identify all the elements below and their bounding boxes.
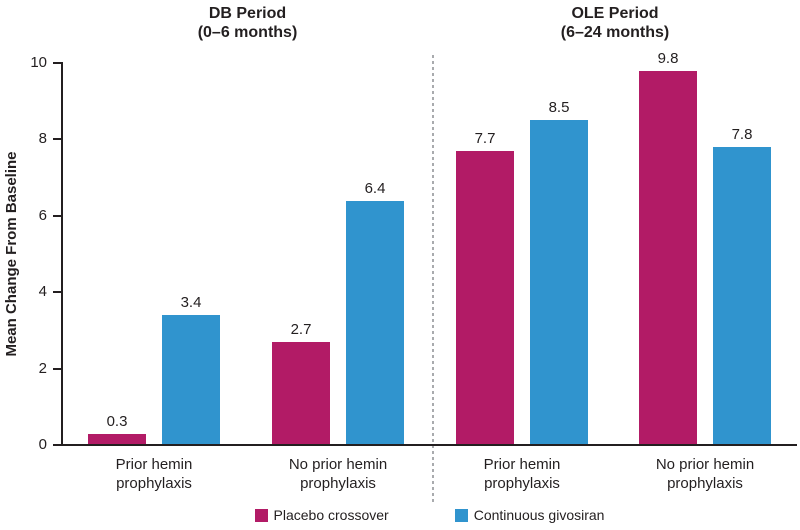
bar-continuous-givosiran-group-3 (713, 147, 771, 445)
bar-placebo-crossover-group-0 (88, 433, 146, 445)
x-category-label-group-1: No prior hemin prophylaxis (248, 455, 428, 493)
bar-continuous-givosiran-group-0 (162, 315, 220, 445)
legend-item-placebo-crossover: Placebo crossover (254, 507, 389, 523)
y-tick-label: 6 (38, 206, 47, 224)
y-tick-label: 10 (30, 54, 47, 71)
legend-label-continuous-givosiran: Continuous givosiran (473, 507, 605, 523)
x-category-label-line: prophylaxis (300, 475, 376, 492)
x-category-label-line: No prior hemin (288, 456, 388, 473)
y-tick-label: 2 (38, 359, 47, 377)
bar-placebo-crossover-group-2 (456, 150, 514, 445)
left-panel-title-line1: DB Period (208, 5, 287, 22)
y-tick (53, 138, 62, 141)
x-category-label-group-2: Prior hemin prophylaxis (432, 455, 612, 493)
y-tick (53, 214, 62, 217)
right-panel-title: OLE Period (6–24 months) (433, 4, 797, 42)
bar-value-label: 7.8 (731, 126, 753, 144)
right-panel-title-line2: (6–24 months) (560, 24, 670, 41)
y-tick (53, 62, 62, 64)
y-tick (53, 444, 62, 446)
bar-value-label: 2.7 (290, 320, 312, 338)
bar-continuous-givosiran-group-2 (530, 120, 588, 445)
right-panel-title-line1: OLE Period (571, 5, 659, 22)
bar-placebo-crossover-group-3 (639, 70, 697, 445)
x-category-label-group-0: Prior hemin prophylaxis (64, 455, 244, 493)
y-tick-label: 4 (38, 283, 47, 301)
bar-placebo-crossover-group-1 (272, 341, 330, 445)
left-panel-title-line2: (0–6 months) (197, 24, 298, 41)
legend-swatch-continuous-givosiran (454, 508, 468, 522)
bar-value-label: 8.5 (548, 99, 570, 117)
y-tick (53, 367, 62, 370)
legend-label-placebo-crossover: Placebo crossover (273, 507, 389, 523)
bar-value-label: 0.3 (106, 412, 128, 430)
legend-item-continuous-givosiran: Continuous givosiran (454, 507, 605, 523)
y-axis-line (61, 62, 63, 446)
y-axis-title: Mean Change From Baseline (3, 63, 23, 445)
bar-continuous-givosiran-group-1 (346, 200, 404, 445)
y-tick (53, 291, 62, 294)
legend: Placebo crossover Continuous givosiran (62, 507, 797, 523)
x-category-label-line: prophylaxis (484, 475, 560, 492)
legend-swatch-placebo-crossover (254, 508, 268, 522)
panel-divider-dashed-line (432, 55, 434, 505)
x-category-label-line: Prior hemin (115, 456, 193, 473)
bar-value-label: 3.4 (180, 294, 202, 312)
y-tick-label: 0 (38, 436, 47, 453)
x-category-label-line: prophylaxis (667, 475, 743, 492)
y-axis-title-text: Mean Change From Baseline (3, 151, 20, 357)
x-category-label-group-3: No prior hemin prophylaxis (615, 455, 795, 493)
bar-value-label: 7.7 (474, 129, 496, 147)
bar-value-label: 6.4 (364, 179, 386, 197)
y-tick-label: 8 (38, 130, 47, 148)
left-panel-title: DB Period (0–6 months) (62, 4, 433, 42)
x-category-label-line: prophylaxis (116, 475, 192, 492)
x-category-label-line: Prior hemin (483, 456, 561, 473)
x-category-label-line: No prior hemin (655, 456, 755, 473)
bar-value-label: 9.8 (657, 49, 679, 67)
x-axis-line (61, 444, 797, 446)
